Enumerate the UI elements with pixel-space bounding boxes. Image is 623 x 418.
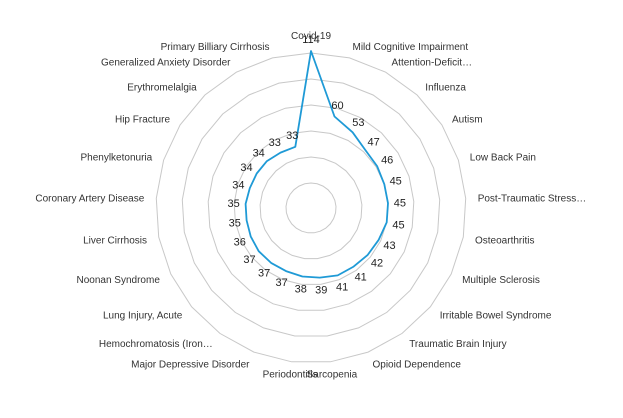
category-label: Lung Injury, Acute — [103, 310, 183, 321]
category-label: Opioid Dependence — [373, 359, 462, 370]
category-label: Low Back Pain — [470, 152, 536, 163]
value-label: 33 — [269, 137, 281, 149]
value-label: 53 — [352, 117, 364, 129]
grid-ring — [233, 130, 389, 285]
grid-ring — [181, 78, 441, 337]
category-label: Liver Cirrhosis — [83, 235, 147, 246]
category-label: Post-Traumatic Stress… — [478, 194, 587, 205]
grid-ring — [285, 182, 337, 234]
category-label: Hip Fracture — [115, 115, 170, 126]
value-label: 43 — [383, 240, 395, 252]
value-label: 38 — [295, 283, 307, 295]
value-label: 34 — [232, 179, 244, 191]
value-label: 114 — [302, 34, 320, 46]
value-label: 47 — [367, 136, 379, 148]
category-label: Traumatic Brain Injury — [409, 339, 506, 350]
value-label: 45 — [392, 220, 404, 232]
value-label: 37 — [275, 277, 287, 289]
value-label: 34 — [240, 162, 252, 174]
value-label: 60 — [331, 100, 343, 112]
category-label: Autism — [452, 115, 483, 126]
value-labels: 1146053474645454543424141393837373736353… — [227, 34, 406, 297]
category-labels: Covid-19 Mild Cognitive Impairment Attenti… — [35, 31, 586, 381]
category-label: Multiple Sclerosis — [462, 275, 540, 286]
category-label: Covid-19 — [291, 31, 331, 42]
value-label: 41 — [336, 282, 348, 294]
value-label: 41 — [355, 271, 367, 283]
value-label: 45 — [390, 176, 402, 188]
category-label: Major Depressive Disorder — [131, 359, 250, 370]
value-label: 46 — [381, 155, 393, 167]
category-label: Generalized Anxiety Disorder — [101, 58, 231, 69]
category-label: Coronary Artery Disease — [35, 194, 144, 205]
value-label: 36 — [234, 237, 246, 249]
grid-ring — [155, 52, 467, 363]
radar-series — [244, 50, 389, 279]
value-label: 33 — [286, 130, 298, 142]
value-label: 45 — [394, 197, 406, 209]
category-label: Mild Cognitive Impairment — [353, 42, 469, 53]
category-label: Erythromelalgia — [127, 82, 197, 93]
value-label: 35 — [229, 218, 241, 230]
grid-ring — [259, 156, 363, 260]
value-label: 42 — [371, 258, 383, 270]
category-label: Irritable Bowel Syndrome — [440, 310, 552, 321]
grid-ring — [207, 104, 415, 311]
category-label: Osteoarthritis — [475, 235, 534, 246]
category-label: Sarcopenia — [307, 370, 358, 381]
value-label: 37 — [243, 254, 255, 266]
category-label: Phenylketonuria — [80, 152, 152, 163]
series-line — [244, 50, 389, 279]
category-label: Influenza — [425, 82, 466, 93]
category-label: Hemochromatosis (Iron… — [99, 339, 213, 350]
value-label: 37 — [258, 268, 270, 280]
radar-grid — [155, 52, 467, 363]
value-label: 34 — [253, 147, 265, 159]
value-label: 39 — [315, 285, 327, 297]
value-label: 35 — [227, 198, 239, 210]
category-label: Noonan Syndrome — [77, 275, 161, 286]
category-label: Primary Billiary Cirrhosis — [161, 42, 270, 53]
category-label: Periodontitis — [263, 370, 318, 381]
category-label: Attention-Deficit… — [392, 58, 473, 69]
